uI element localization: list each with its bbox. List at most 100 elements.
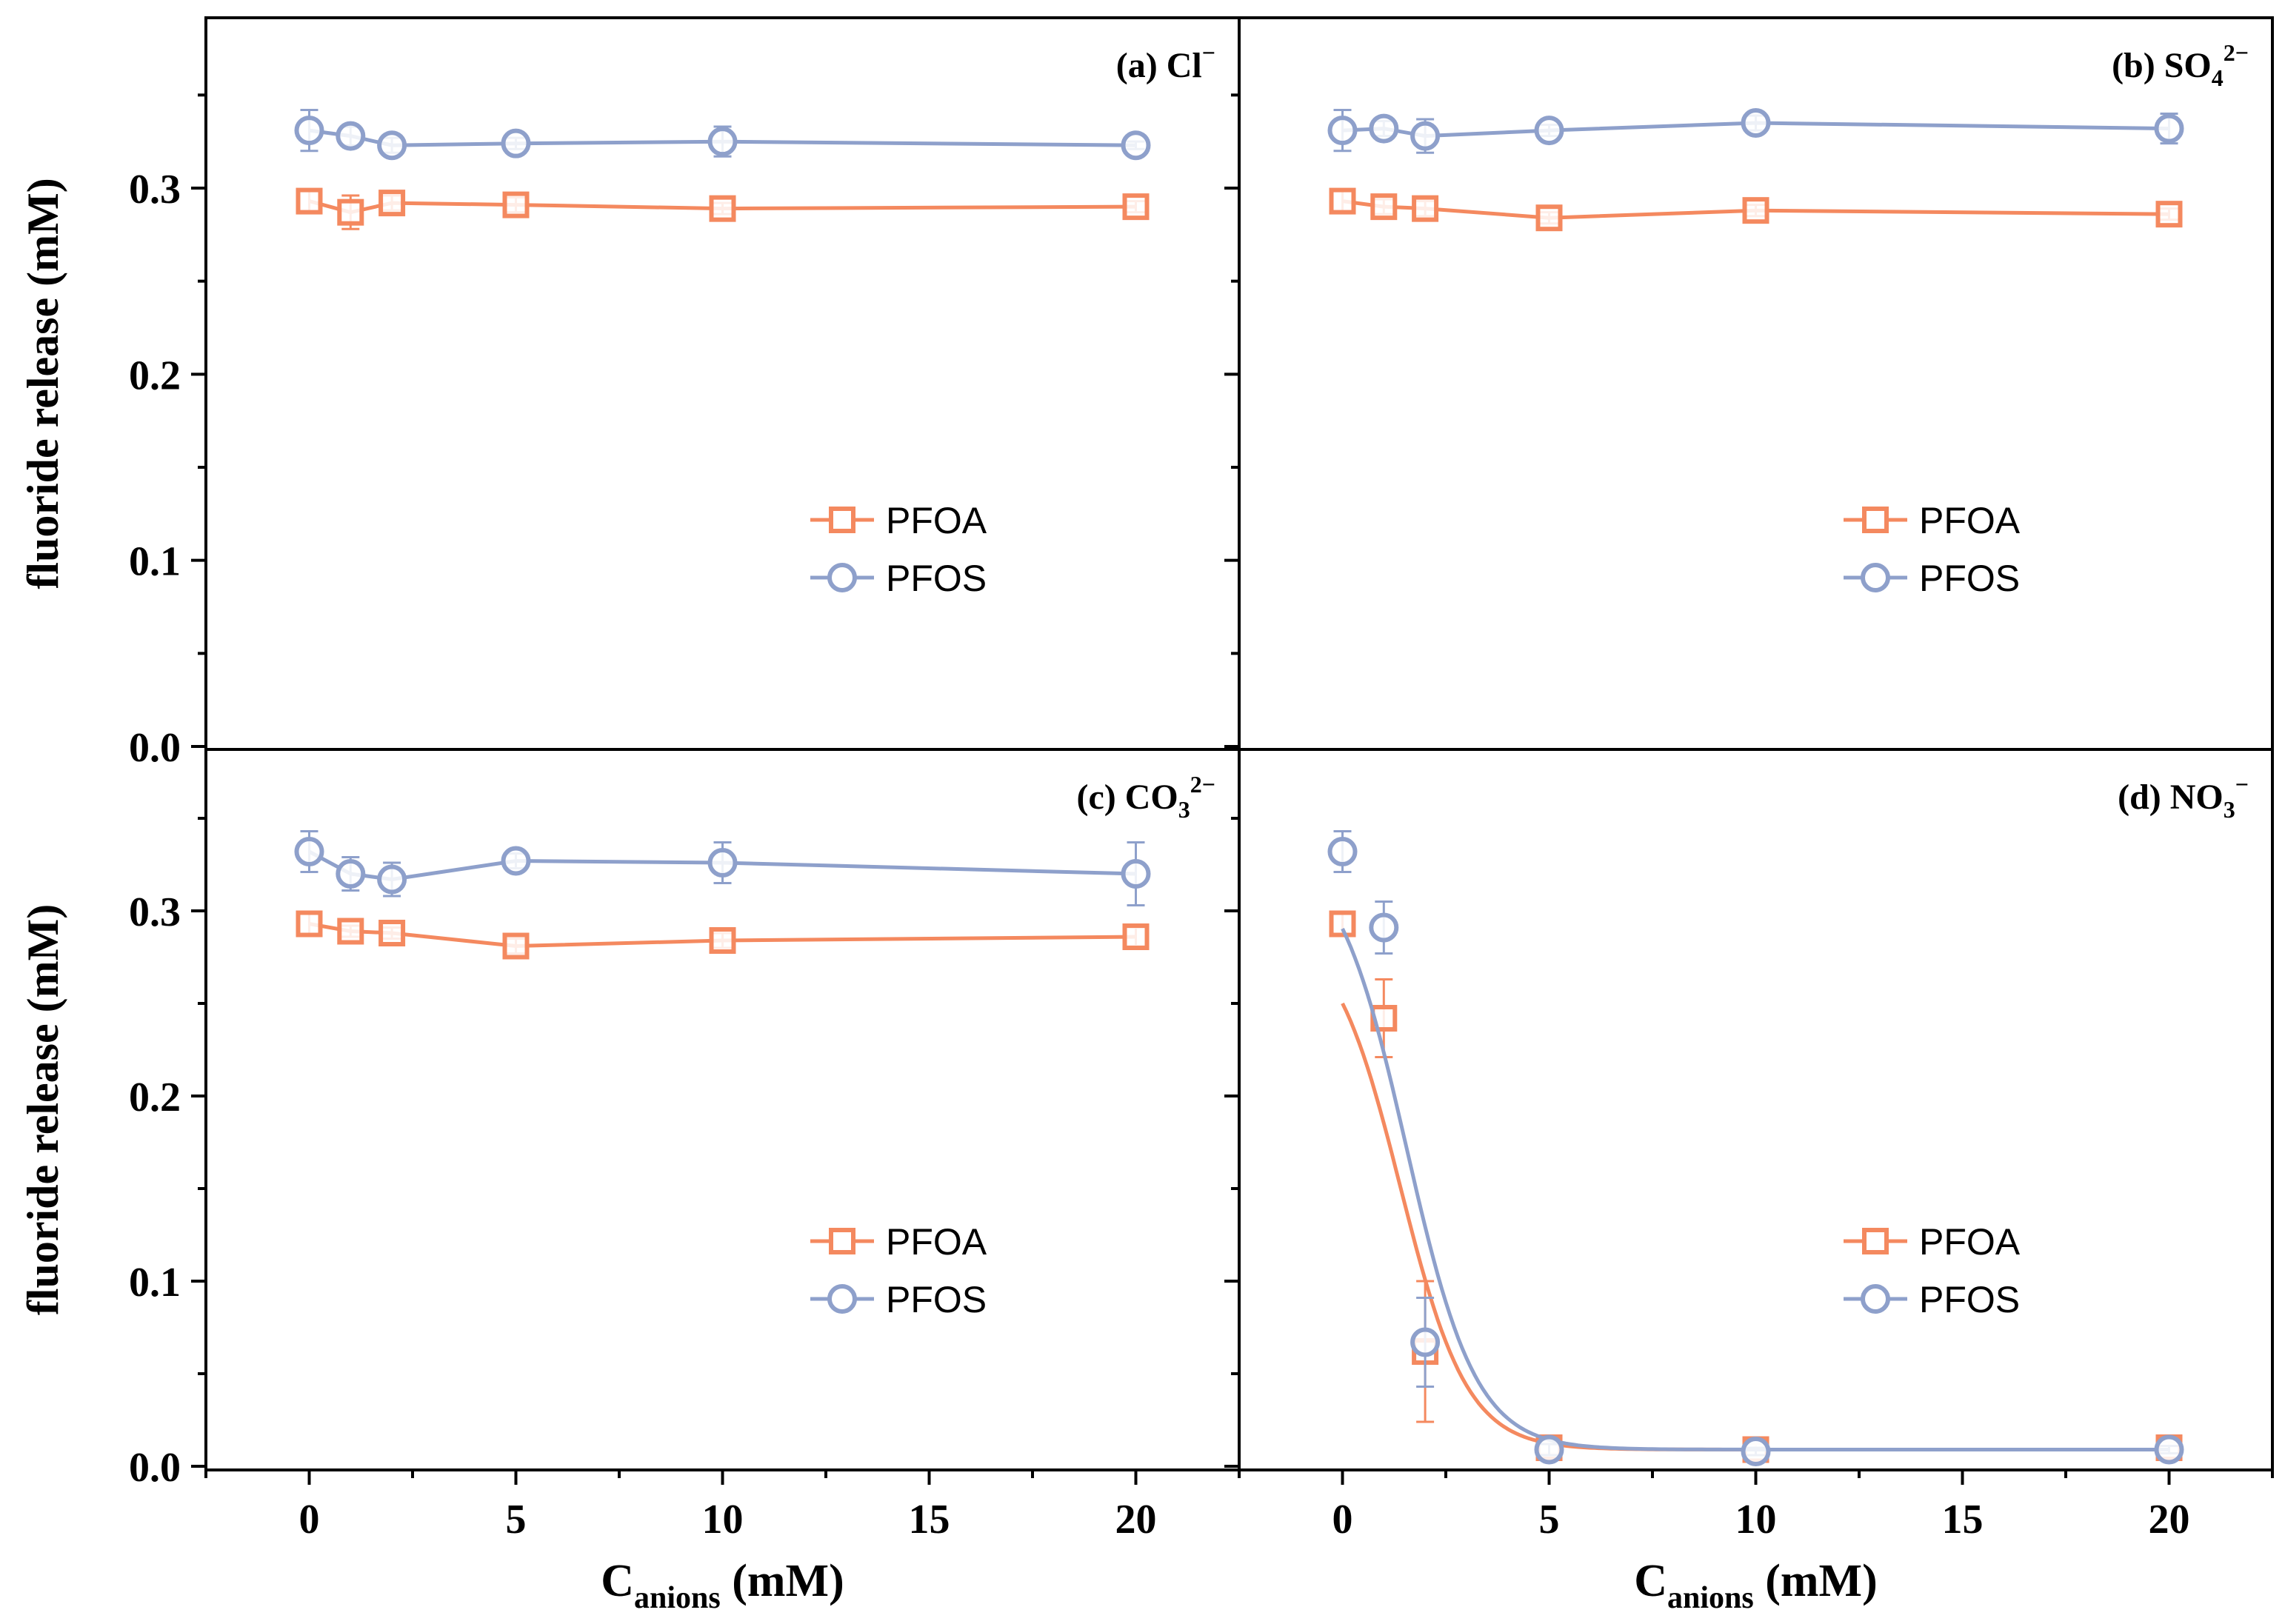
x-tick-label: 10 [702,1497,744,1543]
data-point-square [2155,201,2183,228]
panel-title-sup: 2− [1190,771,1215,798]
legend: PFOA PFOS [810,1221,987,1320]
series-pfos [294,830,1151,906]
data-point-circle [377,864,407,895]
x-tick-label: 15 [1942,1497,1984,1543]
data-point-circle [1741,1437,1771,1466]
panel-title-sub: 3 [1178,796,1190,823]
y-tick-label: 0.2 [129,352,181,398]
y-tick-label: 0.1 [129,539,181,585]
legend-marker-square [1862,507,1889,533]
legend: PFOA PFOS [1844,500,2021,599]
panel-b: (b) SO42− PFOA PFOS [1224,16,2274,751]
panel-title-main: (d) NO [2118,778,2224,817]
data-point-circle [1410,121,1441,151]
data-point-circle [1534,116,1564,146]
y-tick-label: 0.0 [129,1445,181,1491]
series-pfos [294,108,1151,161]
data-point-square [1122,193,1150,221]
data-point-circle [1327,837,1358,866]
x-tick-label: 5 [1539,1497,1560,1543]
data-point-circle [501,128,531,158]
data-point-circle [1534,1434,1564,1465]
data-point-square [296,910,323,938]
x-tick-label: 0 [299,1497,320,1543]
y-axis-label: fluoride release (mM) [19,178,67,589]
data-point-square [502,932,530,960]
panel-title: (c) CO32− [1076,771,1215,823]
series-pfoa [1329,187,2183,232]
data-point-square [1122,923,1150,950]
data-point-square [1742,197,1769,224]
y-tick-label: 0.3 [129,889,181,935]
data-point-square [709,927,736,954]
data-point-circle [707,848,738,878]
data-point-circle [1410,1327,1441,1357]
data-point-circle [501,846,531,876]
legend-label: PFOA [1919,1221,2021,1263]
panel-title-sup: − [2235,771,2249,798]
legend-label: PFOS [886,558,987,599]
x-axis-label-sub: anions [1667,1581,1754,1615]
panel-d: (d) NO3− PFOA PFOS [1224,748,2274,1485]
panel-title-main: (a) Cl [1116,46,1202,85]
data-point-circle [377,130,407,161]
legend-label: PFOA [886,1221,987,1263]
series-pfoa [296,187,1150,230]
x-axis-label: Canions (mM) [1634,1556,1877,1615]
y-tick-label: 0.1 [129,1260,181,1306]
data-point-square [502,191,530,218]
data-point-circle [294,837,324,866]
data-point-circle [1369,113,1399,144]
data-point-circle [1741,108,1771,138]
x-tick-label: 20 [2149,1497,2190,1543]
x-tick-label: 20 [1115,1497,1157,1543]
legend: PFOA PFOS [810,500,987,599]
panel-title-main: (b) SO [2112,46,2212,85]
panel-title-sup: − [1202,39,1215,66]
y-tick-label: 0.3 [129,167,181,213]
data-point-circle [294,116,324,146]
data-point-square [337,918,364,945]
legend-marker-square [829,1228,855,1254]
legend-marker-circle [1861,1284,1890,1314]
panel-a: 0.0 0.1 0.2 0.3 fluoride release (mM) (a) Cl−… [19,16,1241,771]
legend-label: PFOS [1919,558,2020,599]
data-point-circle [336,859,366,889]
legend-label: PFOS [886,1279,987,1320]
data-point-square [1370,193,1398,221]
x-axis-d: 0 5 10 15 20 Canions (mM) [1332,1497,2190,1615]
legend-label: PFOA [886,500,987,541]
legend-label: PFOA [1919,500,2021,541]
legend-marker-circle [827,1284,857,1314]
data-point-square [296,187,323,215]
y-tick-label: 0.0 [129,725,181,771]
x-axis-label-sub: anions [634,1581,721,1615]
x-axis-label: Canions (mM) [601,1556,844,1615]
legend-marker-circle [1861,563,1890,592]
legend: PFOA PFOS [1844,1221,2021,1320]
x-axis-label-unit: (mM) [721,1556,844,1606]
data-point-square [1535,204,1563,232]
x-tick-label: 5 [506,1497,527,1543]
legend-marker-circle [827,563,857,592]
x-axis-label-main: C [1634,1556,1667,1606]
panel-c: 0.0 0.1 0.2 0.3 fluoride release (mM) (c) CO3… [19,748,1241,1491]
y-axis-label: fluoride release (mM) [19,904,67,1315]
legend-label: PFOS [1919,1279,2020,1320]
panel-title-sub: 4 [2212,64,2224,91]
data-point-circle [1121,859,1151,889]
data-point-square [378,920,406,946]
data-point-circle [336,121,366,151]
data-point-circle [1369,912,1399,943]
panel-title: (b) SO42− [2112,39,2249,91]
y-tick-label: 0.2 [129,1075,181,1120]
panel-title: (d) NO3− [2118,771,2249,823]
data-point-square [1412,195,1439,222]
data-point-square [1329,187,1356,215]
legend-marker-square [829,507,855,533]
series-pfos [1327,108,2184,154]
panel-title: (a) Cl− [1116,39,1215,85]
